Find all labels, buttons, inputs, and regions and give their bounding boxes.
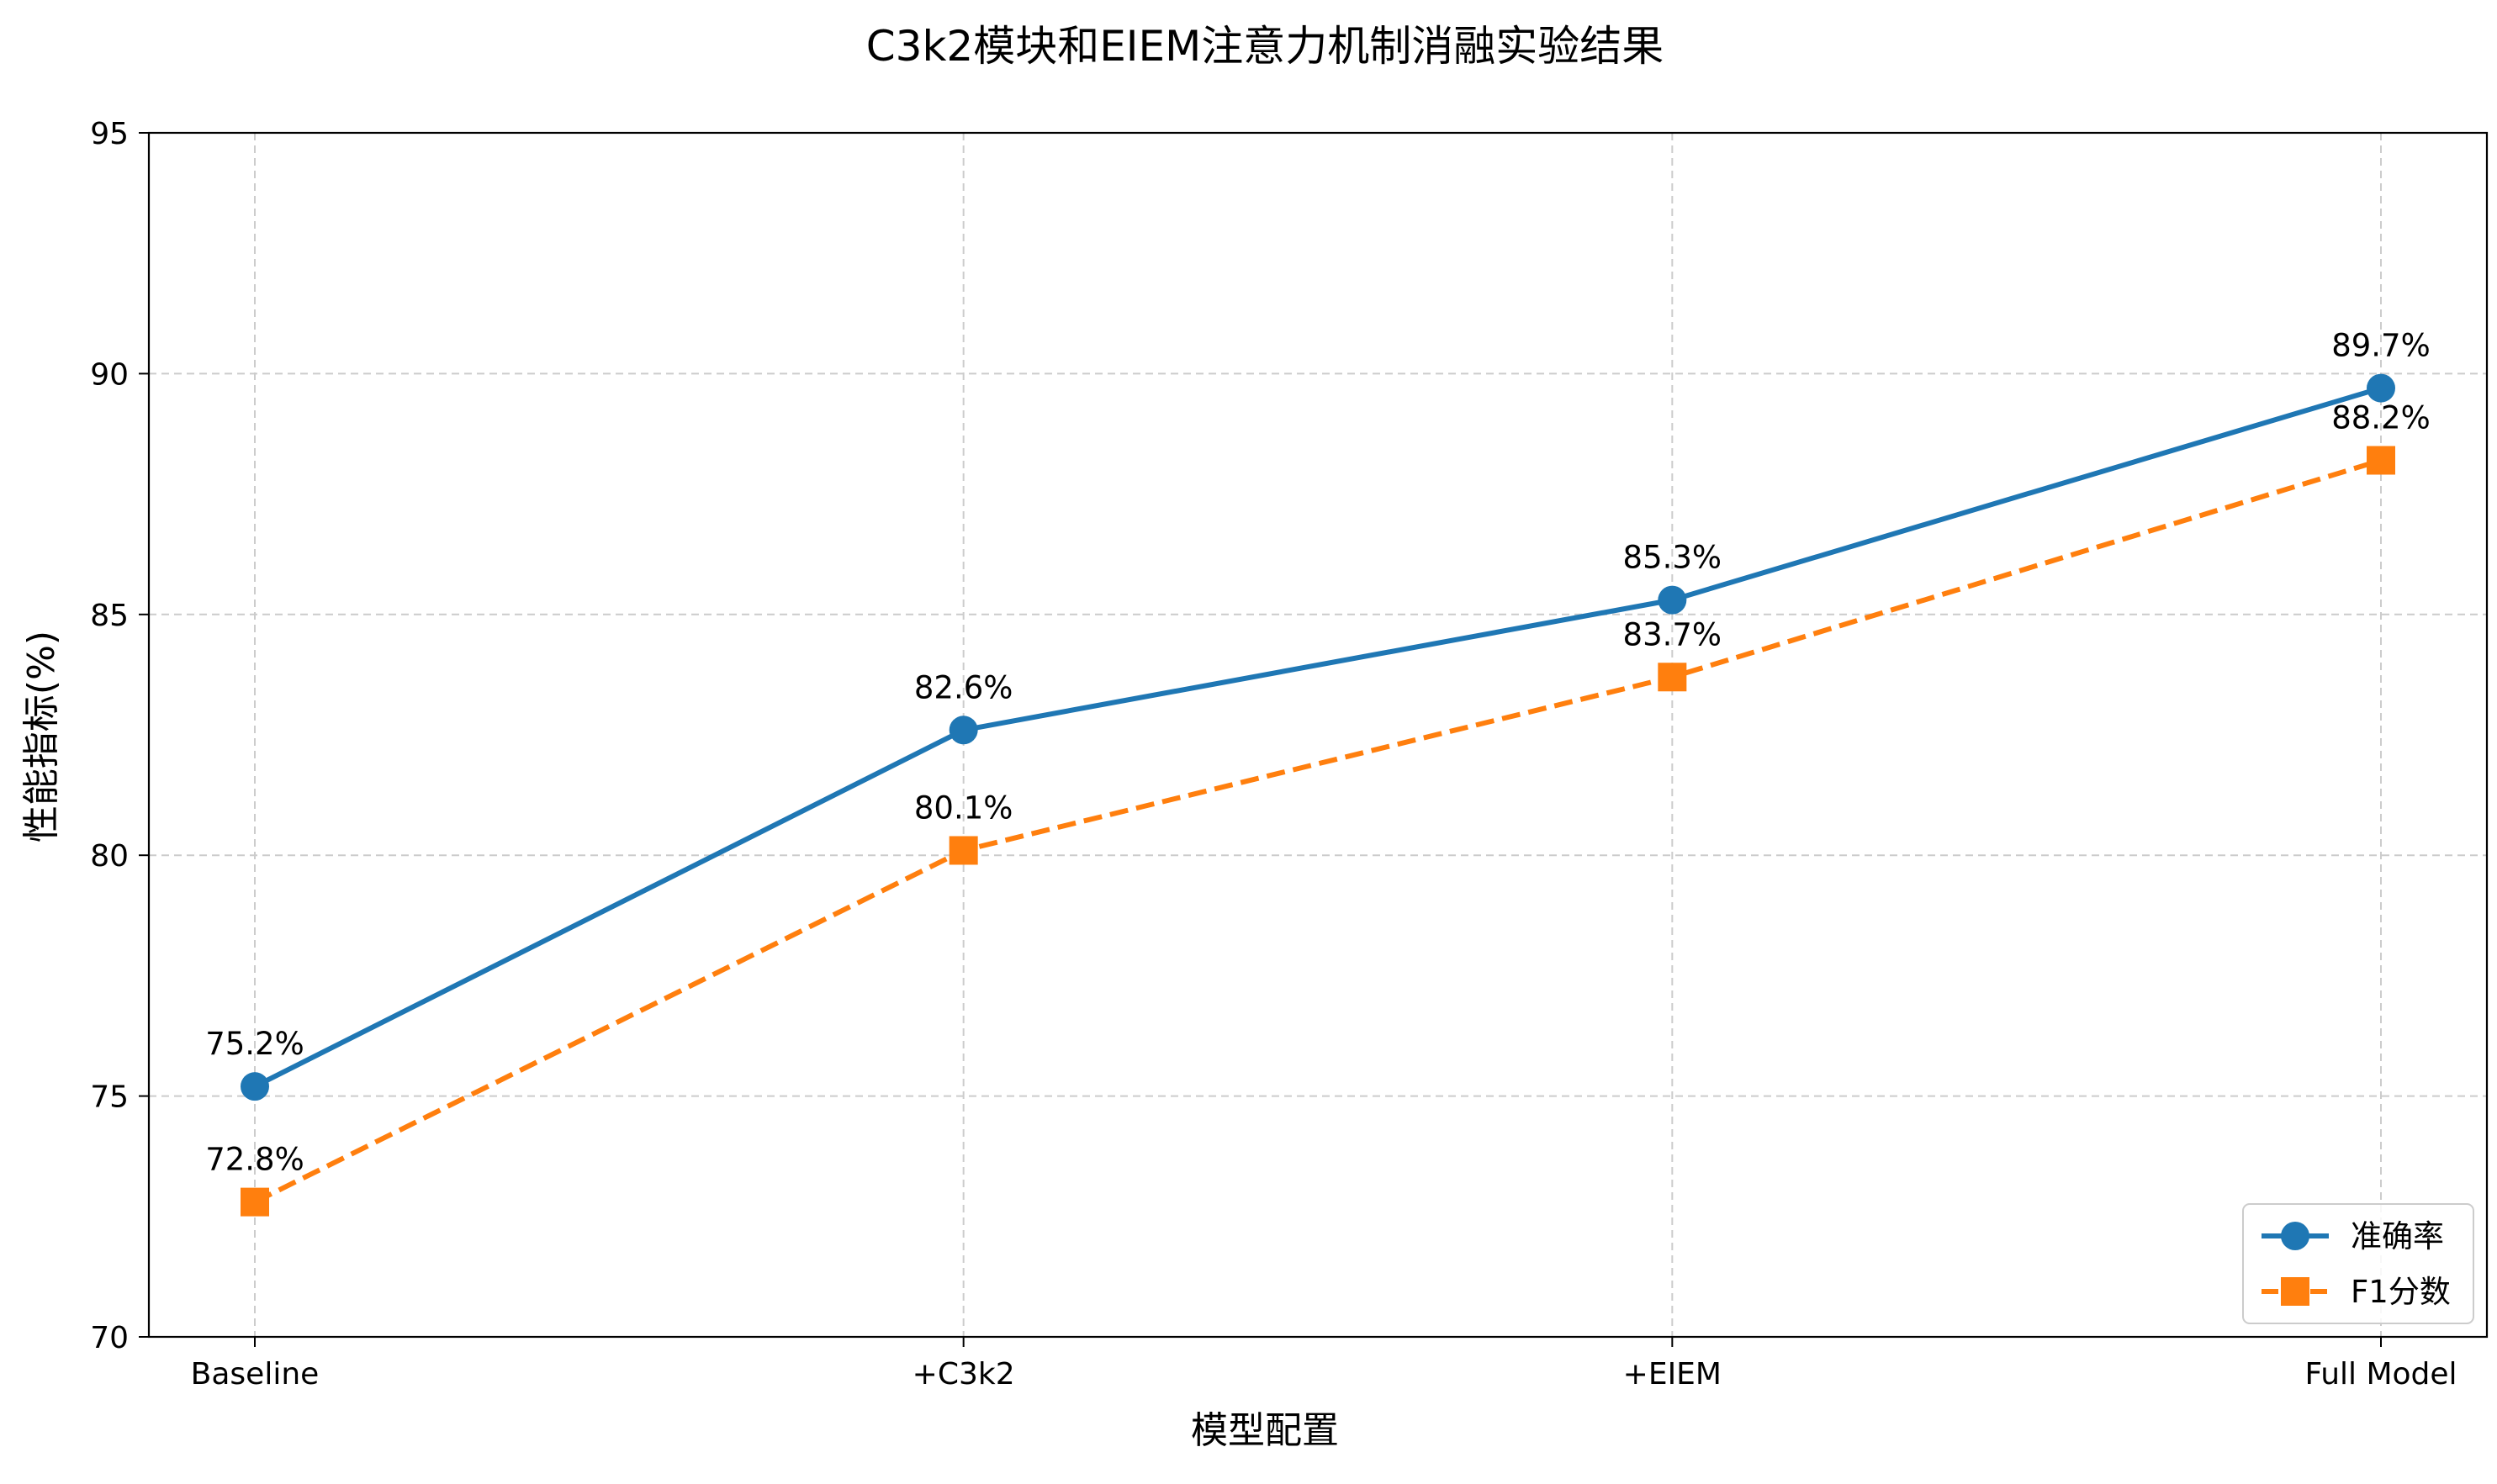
x-tick-label-2: +EIEM	[1623, 1357, 1722, 1392]
series-1-label-2: 83.7%	[1623, 616, 1722, 652]
y-tick-label-4: 90	[90, 357, 129, 392]
series-0-point-1	[949, 716, 978, 745]
series-1-point-3	[2367, 446, 2395, 475]
legend-marker-1	[2281, 1277, 2309, 1306]
y-tick-label-0: 70	[90, 1321, 129, 1355]
series-0-point-2	[1658, 585, 1687, 615]
series-0-label-1: 82.6%	[914, 669, 1013, 705]
series-1-label-3: 88.2%	[2331, 400, 2431, 436]
series-line-0	[253, 385, 2382, 1089]
series-1-label-0: 72.8%	[205, 1142, 304, 1178]
series-0-label-2: 85.3%	[1623, 540, 1722, 576]
series-0-point-3	[2367, 373, 2395, 403]
y-tick-label-5: 95	[90, 117, 129, 151]
data-labels: 75.2% 82.6% 85.3% 89.7% 72.8% 80.1% 83.7% 88.2%	[205, 328, 2431, 1178]
series-0-label-0: 75.2%	[205, 1026, 304, 1062]
y-tick-label-2: 80	[90, 839, 129, 874]
grid-lines	[149, 132, 2487, 1338]
series-line-1	[253, 457, 2382, 1205]
y-tick-label-3: 85	[90, 599, 129, 633]
legend-marker-0	[2281, 1222, 2309, 1250]
x-tick-label-3: Full Model	[2304, 1357, 2457, 1392]
y-axis-label: 性能指标(%)	[20, 631, 63, 842]
series-1-label-1: 80.1%	[914, 790, 1013, 826]
chart-title: C3k2模块和EIEM注意力机制消融实验结果	[866, 22, 1664, 71]
legend: 准确率 F1分数	[2242, 1203, 2474, 1324]
series-0-point-0	[241, 1072, 269, 1101]
y-tick-label-1: 75	[90, 1080, 129, 1115]
series-1-point-1	[949, 836, 978, 865]
legend-label-0: 准确率	[2351, 1218, 2444, 1254]
series-layer	[241, 373, 2395, 1217]
series-1-point-2	[1658, 663, 1687, 692]
series-0-label-3: 89.7%	[2331, 328, 2431, 364]
series-1-point-0	[241, 1187, 269, 1217]
plot-frame	[147, 131, 2489, 1339]
x-tick-label-0: Baseline	[191, 1357, 320, 1392]
x-axis-label: 模型配置	[1191, 1409, 1339, 1452]
legend-label-1: F1分数	[2351, 1274, 2451, 1310]
axes: 70 75 80 85 90 95 Baseline +C3k2 +EIEM Full Model	[90, 117, 2489, 1392]
x-tick-label-1: +C3k2	[913, 1357, 1015, 1392]
